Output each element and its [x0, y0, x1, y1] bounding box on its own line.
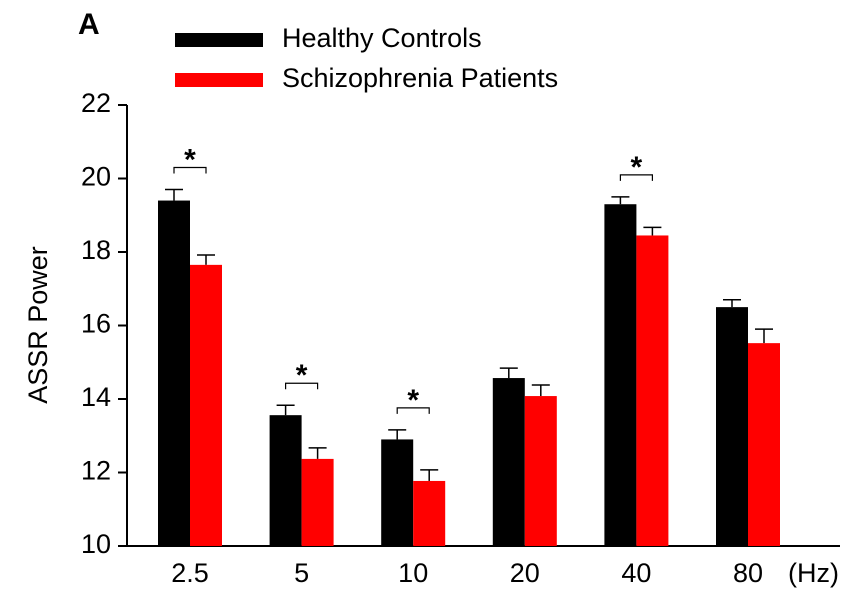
significance-bracket [285, 382, 319, 390]
bar [381, 439, 414, 546]
x-tick-label: 80 [733, 558, 763, 588]
bar [190, 264, 222, 546]
x-tick-label: 5 [294, 558, 309, 588]
x-tick-label: 10 [398, 558, 428, 588]
legend-label: Schizophrenia Patients [282, 63, 558, 93]
bar [748, 343, 780, 546]
significance-marker: * [407, 384, 419, 417]
bar [413, 480, 446, 546]
x-tick-label: 40 [621, 558, 651, 588]
significance-marker: * [296, 359, 308, 392]
significance-marker: * [184, 143, 196, 176]
legend-swatch [175, 33, 263, 47]
bar [158, 200, 190, 547]
y-tick-label: 18 [81, 235, 111, 265]
x-axis-label: (Hz) [788, 558, 839, 588]
x-tick-label: 20 [510, 558, 540, 588]
significance-bracket [619, 174, 653, 181]
y-tick-label: 10 [81, 529, 111, 559]
x-tick-label: 2.5 [171, 558, 209, 588]
y-tick-label: 22 [81, 88, 111, 118]
bar [604, 204, 637, 546]
y-axis-label: ASSR Power [23, 246, 53, 404]
panel-label: A [78, 8, 100, 41]
bar [636, 235, 669, 546]
bar [524, 396, 557, 546]
bar [269, 415, 302, 546]
y-tick-label: 20 [81, 162, 111, 192]
bar [716, 307, 748, 546]
bar [492, 378, 525, 546]
significance-bracket [396, 407, 430, 414]
y-tick-label: 16 [81, 309, 111, 339]
bar [301, 458, 334, 546]
y-tick-label: 12 [81, 456, 111, 486]
significance-marker: * [631, 151, 643, 184]
legend-label: Healthy Controls [282, 23, 482, 53]
significance-bracket [173, 166, 207, 174]
y-tick-label: 14 [81, 382, 111, 412]
legend-swatch [175, 73, 263, 87]
